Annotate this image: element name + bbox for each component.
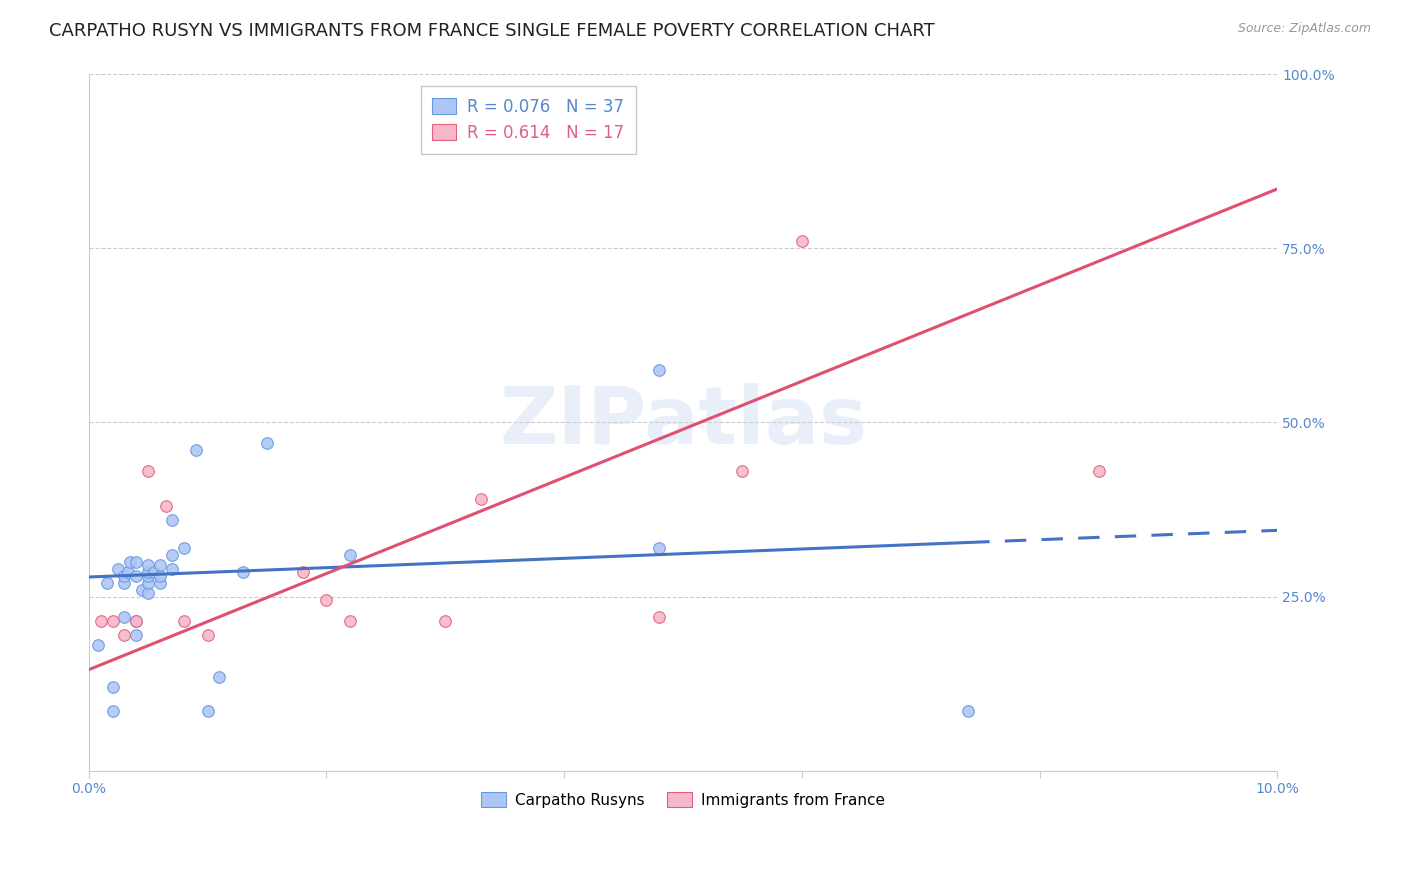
Point	[96, 575, 118, 590]
Point	[648, 541, 671, 555]
Point	[112, 575, 135, 590]
Point	[434, 614, 457, 628]
Point	[470, 491, 492, 506]
Point	[125, 628, 148, 642]
Point	[339, 614, 361, 628]
Point	[136, 558, 159, 573]
Text: ZIPatlas: ZIPatlas	[499, 384, 868, 461]
Text: CARPATHO RUSYN VS IMMIGRANTS FROM FRANCE SINGLE FEMALE POVERTY CORRELATION CHART: CARPATHO RUSYN VS IMMIGRANTS FROM FRANCE…	[49, 22, 935, 40]
Point	[790, 234, 813, 248]
Point	[155, 499, 177, 513]
Point	[117, 565, 139, 579]
Point	[160, 548, 183, 562]
Point	[112, 628, 135, 642]
Point	[125, 568, 148, 582]
Point	[136, 575, 159, 590]
Point	[291, 565, 314, 579]
Point	[208, 670, 231, 684]
Point	[90, 614, 112, 628]
Point	[136, 565, 159, 579]
Point	[197, 628, 219, 642]
Point	[101, 680, 124, 694]
Point	[136, 464, 159, 478]
Point	[315, 593, 337, 607]
Point	[143, 565, 166, 579]
Point	[125, 614, 148, 628]
Point	[1088, 464, 1111, 478]
Point	[149, 575, 172, 590]
Point	[731, 464, 754, 478]
Point	[101, 705, 124, 719]
Point	[136, 586, 159, 600]
Point	[197, 705, 219, 719]
Point	[136, 568, 159, 582]
Point	[339, 548, 361, 562]
Text: Source: ZipAtlas.com: Source: ZipAtlas.com	[1237, 22, 1371, 36]
Point	[160, 562, 183, 576]
Point	[131, 582, 153, 597]
Point	[125, 614, 148, 628]
Legend: Carpatho Rusyns, Immigrants from France: Carpatho Rusyns, Immigrants from France	[474, 784, 893, 815]
Point	[112, 568, 135, 582]
Point	[101, 614, 124, 628]
Point	[173, 614, 195, 628]
Point	[160, 513, 183, 527]
Point	[149, 558, 172, 573]
Point	[232, 565, 254, 579]
Point	[256, 436, 278, 450]
Point	[173, 541, 195, 555]
Point	[120, 555, 142, 569]
Point	[87, 638, 110, 652]
Point	[149, 568, 172, 582]
Point	[184, 443, 207, 458]
Point	[648, 363, 671, 377]
Point	[112, 610, 135, 624]
Point	[107, 562, 129, 576]
Point	[125, 555, 148, 569]
Point	[957, 705, 980, 719]
Point	[648, 610, 671, 624]
